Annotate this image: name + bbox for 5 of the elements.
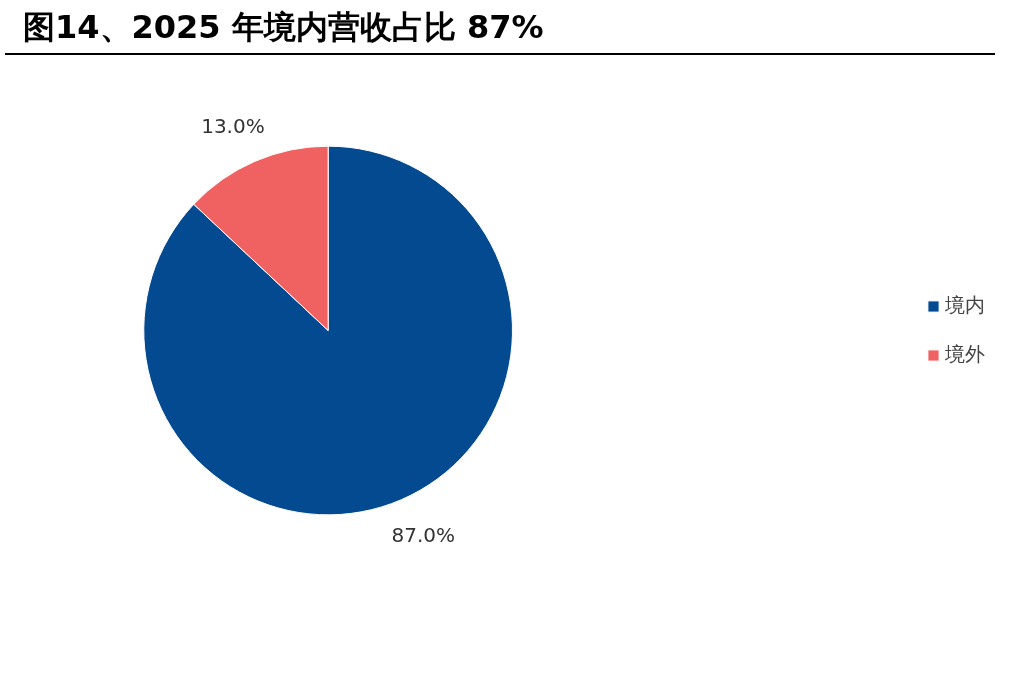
data-label: 13.0%: [201, 113, 265, 138]
chart-title: 图14、2025 年境内营收占比 87%: [23, 7, 544, 48]
legend-label: 境内: [945, 292, 985, 319]
legend-label: 境外: [945, 341, 985, 368]
data-label: 87.0%: [391, 523, 456, 548]
